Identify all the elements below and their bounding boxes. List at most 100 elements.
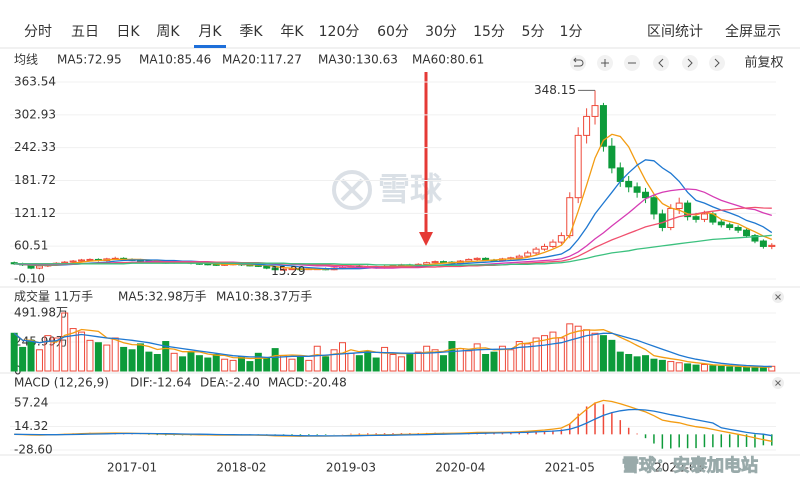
candle-body xyxy=(465,258,473,262)
volume-bar xyxy=(734,366,742,372)
volume-bar xyxy=(482,353,490,372)
volume-bar xyxy=(61,312,69,372)
candle-body xyxy=(524,252,532,257)
volume-bar xyxy=(448,341,456,372)
candle-body xyxy=(751,235,759,242)
tab[interactable]: 30分 xyxy=(425,24,457,40)
close-icons xyxy=(772,291,784,389)
volume-bar xyxy=(625,353,633,372)
tab[interactable]: 15分 xyxy=(473,24,505,40)
tab[interactable]: 分时 xyxy=(24,24,52,40)
candle-body xyxy=(61,261,69,264)
volume-bar xyxy=(381,346,389,372)
volume-bar xyxy=(229,359,237,372)
volume-bar xyxy=(423,345,431,372)
volume-bar xyxy=(19,346,27,372)
tab[interactable]: 月K xyxy=(198,24,222,40)
volume-bar xyxy=(103,344,111,372)
close-glyph xyxy=(775,294,781,300)
tab[interactable]: 120分 xyxy=(319,24,360,40)
volume-bar xyxy=(684,363,692,372)
candle-body xyxy=(734,226,742,231)
volume-bar xyxy=(473,343,481,372)
y-tick-label: 57.24 xyxy=(14,396,48,410)
volume-bar xyxy=(667,361,675,372)
candle-body xyxy=(667,208,675,228)
tab[interactable]: 5分 xyxy=(522,24,545,40)
legend-entry: DIF:-12.64 xyxy=(130,376,191,390)
tab[interactable]: 五日 xyxy=(71,24,99,40)
volume-bar xyxy=(717,365,725,372)
volume-bar xyxy=(709,365,717,372)
volume-ma-line xyxy=(13,332,772,368)
left-icon[interactable] xyxy=(653,55,669,71)
legend-entry: MA30:130.63 xyxy=(318,53,398,67)
macd-legend: MACD:-20.48 xyxy=(268,376,347,390)
candle-body xyxy=(684,202,692,218)
candle-body xyxy=(69,260,77,263)
volume-bar xyxy=(440,355,448,372)
tab[interactable]: 1分 xyxy=(560,24,583,40)
reset-glyph xyxy=(573,57,584,67)
volume-bar xyxy=(364,350,372,372)
volume-bar xyxy=(271,348,279,372)
reset-icon[interactable] xyxy=(570,55,586,71)
candle-body xyxy=(768,244,776,247)
candle-body xyxy=(35,265,43,269)
volume-bar xyxy=(254,352,262,372)
volume-bar xyxy=(27,339,35,372)
candle-body xyxy=(280,268,288,271)
volume-bar xyxy=(52,337,60,372)
volume-bar xyxy=(616,351,624,372)
candle-body xyxy=(86,258,94,261)
volume-bar xyxy=(524,343,532,372)
volume-bar xyxy=(658,359,666,372)
tab[interactable]: 年K xyxy=(280,24,304,40)
candle-body xyxy=(726,224,734,228)
min-label: 15.29 xyxy=(271,264,305,278)
tab[interactable]: 日K xyxy=(116,24,140,40)
volume-bar xyxy=(10,332,18,372)
volume-bar xyxy=(389,353,397,372)
candle-body xyxy=(633,186,641,193)
volume-bar xyxy=(700,364,708,372)
candle-body xyxy=(650,197,658,215)
end-icon[interactable] xyxy=(709,55,725,71)
volume-bar xyxy=(498,345,506,372)
tab[interactable]: 60分 xyxy=(377,24,409,40)
volume-bar xyxy=(414,351,422,372)
right-glyph xyxy=(687,58,693,68)
footer-watermark: 雪球：安泰加电站 xyxy=(622,455,758,476)
tool-link[interactable]: 区间统计 xyxy=(647,24,703,40)
volume-bar xyxy=(212,353,220,372)
legend-entry: MA5:72.95 xyxy=(57,53,122,67)
y-tick-label: 14.32 xyxy=(14,419,48,433)
candle-body xyxy=(700,213,708,220)
volume-bar xyxy=(128,349,136,372)
volume-bar xyxy=(153,353,161,372)
volume-bar xyxy=(338,342,346,372)
y-tick-label: 242.33 xyxy=(14,140,56,154)
volume-bar xyxy=(305,359,313,372)
tab[interactable]: 周K xyxy=(156,24,180,40)
arrow-head xyxy=(419,232,433,246)
tool-link[interactable]: 全屏显示 xyxy=(725,23,781,40)
volume-bar xyxy=(94,342,102,372)
adjust-label[interactable]: 前复权 xyxy=(744,55,783,71)
volume-bar xyxy=(204,357,212,372)
volume-bar xyxy=(246,361,254,372)
candle-body xyxy=(431,261,439,264)
plus-glyph xyxy=(601,59,609,67)
volume-bar xyxy=(541,335,549,372)
tab[interactable]: 季K xyxy=(239,24,263,40)
candle-body xyxy=(743,229,751,237)
right-icon[interactable] xyxy=(682,55,698,71)
legend-entry: DEA:-2.40 xyxy=(200,376,260,390)
volume-bar xyxy=(650,358,658,372)
candle-body xyxy=(658,213,666,228)
volume-bar xyxy=(263,357,271,372)
max-label: 348.15 xyxy=(534,83,576,97)
x-tick-label: 2018-02 xyxy=(216,461,266,475)
volume-bar xyxy=(515,341,523,372)
